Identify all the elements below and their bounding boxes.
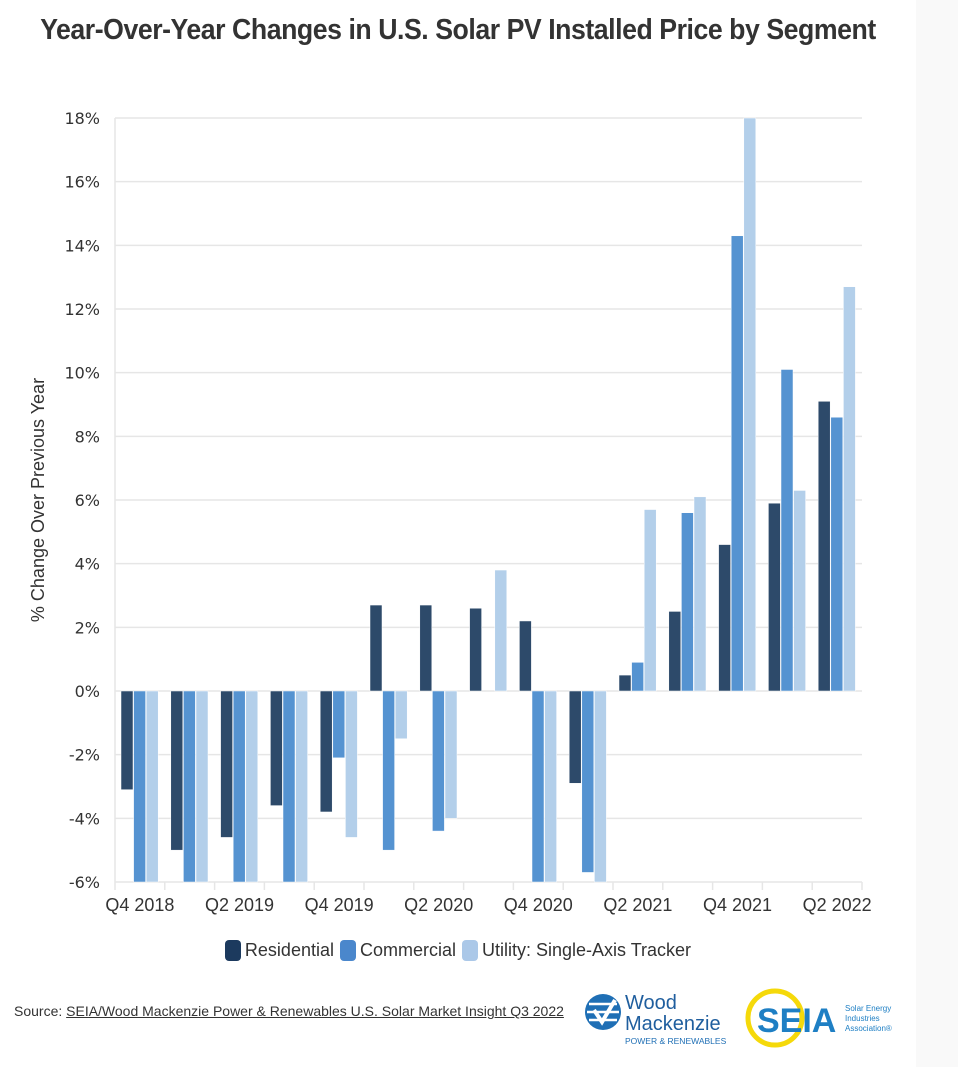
bar-utility-q3-2019[interactable] [295, 690, 308, 883]
bar-utility-q3-2021[interactable] [693, 496, 707, 692]
bar-commercial-q2-2022[interactable] [830, 416, 844, 692]
bar-utility-q1-2019[interactable] [195, 690, 209, 883]
bar-commercial-q1-2022[interactable] [780, 369, 794, 692]
seia-sun-icon [745, 988, 805, 1048]
seia-logo: SEIA Solar Energy Industries Association… [745, 988, 892, 1048]
legend-swatch-commercial [339, 940, 356, 961]
bar-residential-q4-2019[interactable] [319, 690, 333, 813]
bar-utility-q2-2021[interactable] [643, 509, 657, 692]
bar-commercial-q3-2021[interactable] [681, 512, 694, 692]
seia-line2: Industries [845, 1014, 880, 1023]
bar-commercial-q4-2021[interactable] [730, 235, 744, 692]
y-tick-label: 18% [64, 109, 100, 128]
source-link[interactable]: SEIA/Wood Mackenzie Power & Renewables U… [66, 1003, 564, 1019]
bar-residential-q1-2020[interactable] [369, 604, 383, 692]
bar-utility-q4-2018[interactable] [145, 690, 159, 883]
bar-commercial-q1-2021[interactable] [581, 690, 595, 873]
x-tick-label: Q4 2019 [305, 895, 374, 915]
legend: Residential Commercial Utility: Single-A… [0, 940, 916, 961]
legend-label-commercial: Commercial [359, 940, 456, 960]
source-prefix: Source: [14, 1003, 67, 1019]
bar-commercial-q2-2019[interactable] [232, 690, 246, 883]
y-tick-label: 8% [75, 427, 100, 446]
wood-mackenzie-logo: Wood Mackenzie POWER & RENEWABLES [585, 992, 727, 1046]
bar-residential-q2-2021[interactable] [618, 674, 632, 692]
y-tick-label: 0% [75, 682, 100, 701]
wood-mackenzie-line2: Mackenzie [625, 1013, 721, 1035]
seia-line1: Solar Energy [845, 1004, 891, 1013]
bar-commercial-q1-2019[interactable] [183, 690, 196, 883]
y-tick-label: -6% [69, 873, 100, 892]
legend-label-utility: Utility: Single-Axis Tracker [482, 940, 692, 960]
x-tick-label: Q2 2020 [404, 895, 473, 915]
y-axis-label: % Change Over Previous Year [28, 378, 48, 622]
bar-residential-q1-2022[interactable] [768, 502, 781, 692]
bar-utility-q4-2021[interactable] [743, 117, 757, 692]
bar-residential-q4-2020[interactable] [519, 620, 532, 692]
wood-mackenzie-line1: Wood [625, 992, 677, 1014]
y-tick-label: 4% [75, 555, 100, 574]
y-tick-label: 12% [64, 300, 100, 319]
bar-commercial-q4-2020[interactable] [531, 690, 545, 883]
bar-residential-q4-2018[interactable] [120, 690, 134, 790]
bar-residential-q1-2019[interactable] [170, 690, 184, 851]
y-tick-label: 16% [64, 173, 100, 192]
bar-commercial-q2-2020[interactable] [432, 690, 445, 832]
y-axis-ticks: -6% -4% -2% 0% 2% 4% 6% 8% 10% 12% 14% 16% 18% [64, 109, 100, 892]
chart-title: Year-Over-Year Changes in U.S. Solar PV … [40, 14, 876, 46]
legend-item-utility[interactable]: Utility: Single-Axis Tracker [462, 940, 691, 961]
y-tick-label: -2% [69, 746, 100, 765]
legend-item-commercial[interactable]: Commercial [339, 940, 456, 961]
legend-label-residential: Residential [244, 940, 334, 960]
x-tick-label: Q4 2018 [105, 895, 174, 915]
seia-mark: SEIA [757, 1002, 836, 1040]
bar-utility-q4-2020[interactable] [544, 690, 557, 883]
y-tick-label: 14% [64, 236, 100, 255]
source-note: Source: SEIA/Wood Mackenzie Power & Rene… [14, 1003, 574, 1020]
bar-commercial-q4-2019[interactable] [332, 690, 346, 759]
bar-residential-q1-2021[interactable] [568, 690, 582, 784]
bar-utility-q1-2022[interactable] [793, 490, 806, 692]
bar-utility-q2-2022[interactable] [843, 286, 856, 692]
x-tick-label: Q2 2022 [803, 895, 872, 915]
bar-utility-q3-2020[interactable] [494, 569, 508, 692]
chart-area: -6% -4% -2% 0% 2% 4% 6% 8% 10% 12% 14% 16% 18% Q4 20… [28, 109, 872, 915]
wood-mackenzie-line3: POWER & RENEWABLES [625, 1036, 727, 1046]
y-tick-label: 6% [75, 491, 100, 510]
bar-commercial-q1-2020[interactable] [382, 690, 395, 851]
bar-residential-q2-2022[interactable] [817, 401, 831, 692]
legend-swatch-residential [224, 940, 241, 961]
y-tick-label: 2% [75, 618, 100, 637]
bar-commercial-q4-2018[interactable] [133, 690, 146, 883]
x-tick-label: Q2 2021 [603, 895, 672, 915]
bar-residential-q2-2020[interactable] [419, 604, 433, 692]
bar-residential-q4-2021[interactable] [718, 544, 731, 692]
bars [120, 117, 856, 883]
bar-residential-q3-2021[interactable] [668, 611, 682, 692]
seia-line3: Association® [845, 1024, 892, 1033]
bar-utility-q4-2019[interactable] [345, 690, 358, 838]
bar-residential-q3-2020[interactable] [469, 607, 482, 692]
legend-swatch-utility [462, 940, 478, 961]
x-axis-ticks: Q4 2018 Q2 2019 Q4 2019 Q2 2020 Q4 2020 Q2 20… [105, 882, 872, 915]
bar-residential-q2-2019[interactable] [220, 690, 233, 838]
x-tick-label: Q4 2021 [703, 895, 772, 915]
bar-residential-q3-2019[interactable] [270, 690, 283, 806]
bar-commercial-q3-2019[interactable] [282, 690, 296, 883]
bar-utility-q2-2019[interactable] [245, 690, 259, 883]
y-tick-label: 10% [64, 364, 100, 383]
legend-item-residential[interactable]: Residential [224, 940, 334, 961]
page-side-strip [916, 0, 958, 1067]
bar-utility-q1-2021[interactable] [594, 690, 607, 883]
y-tick-label: -4% [69, 809, 100, 828]
bar-utility-q2-2020[interactable] [444, 690, 458, 819]
bar-utility-q1-2020[interactable] [394, 690, 408, 739]
bar-commercial-q2-2021[interactable] [631, 662, 644, 692]
x-tick-label: Q2 2019 [205, 895, 274, 915]
x-tick-label: Q4 2020 [504, 895, 573, 915]
